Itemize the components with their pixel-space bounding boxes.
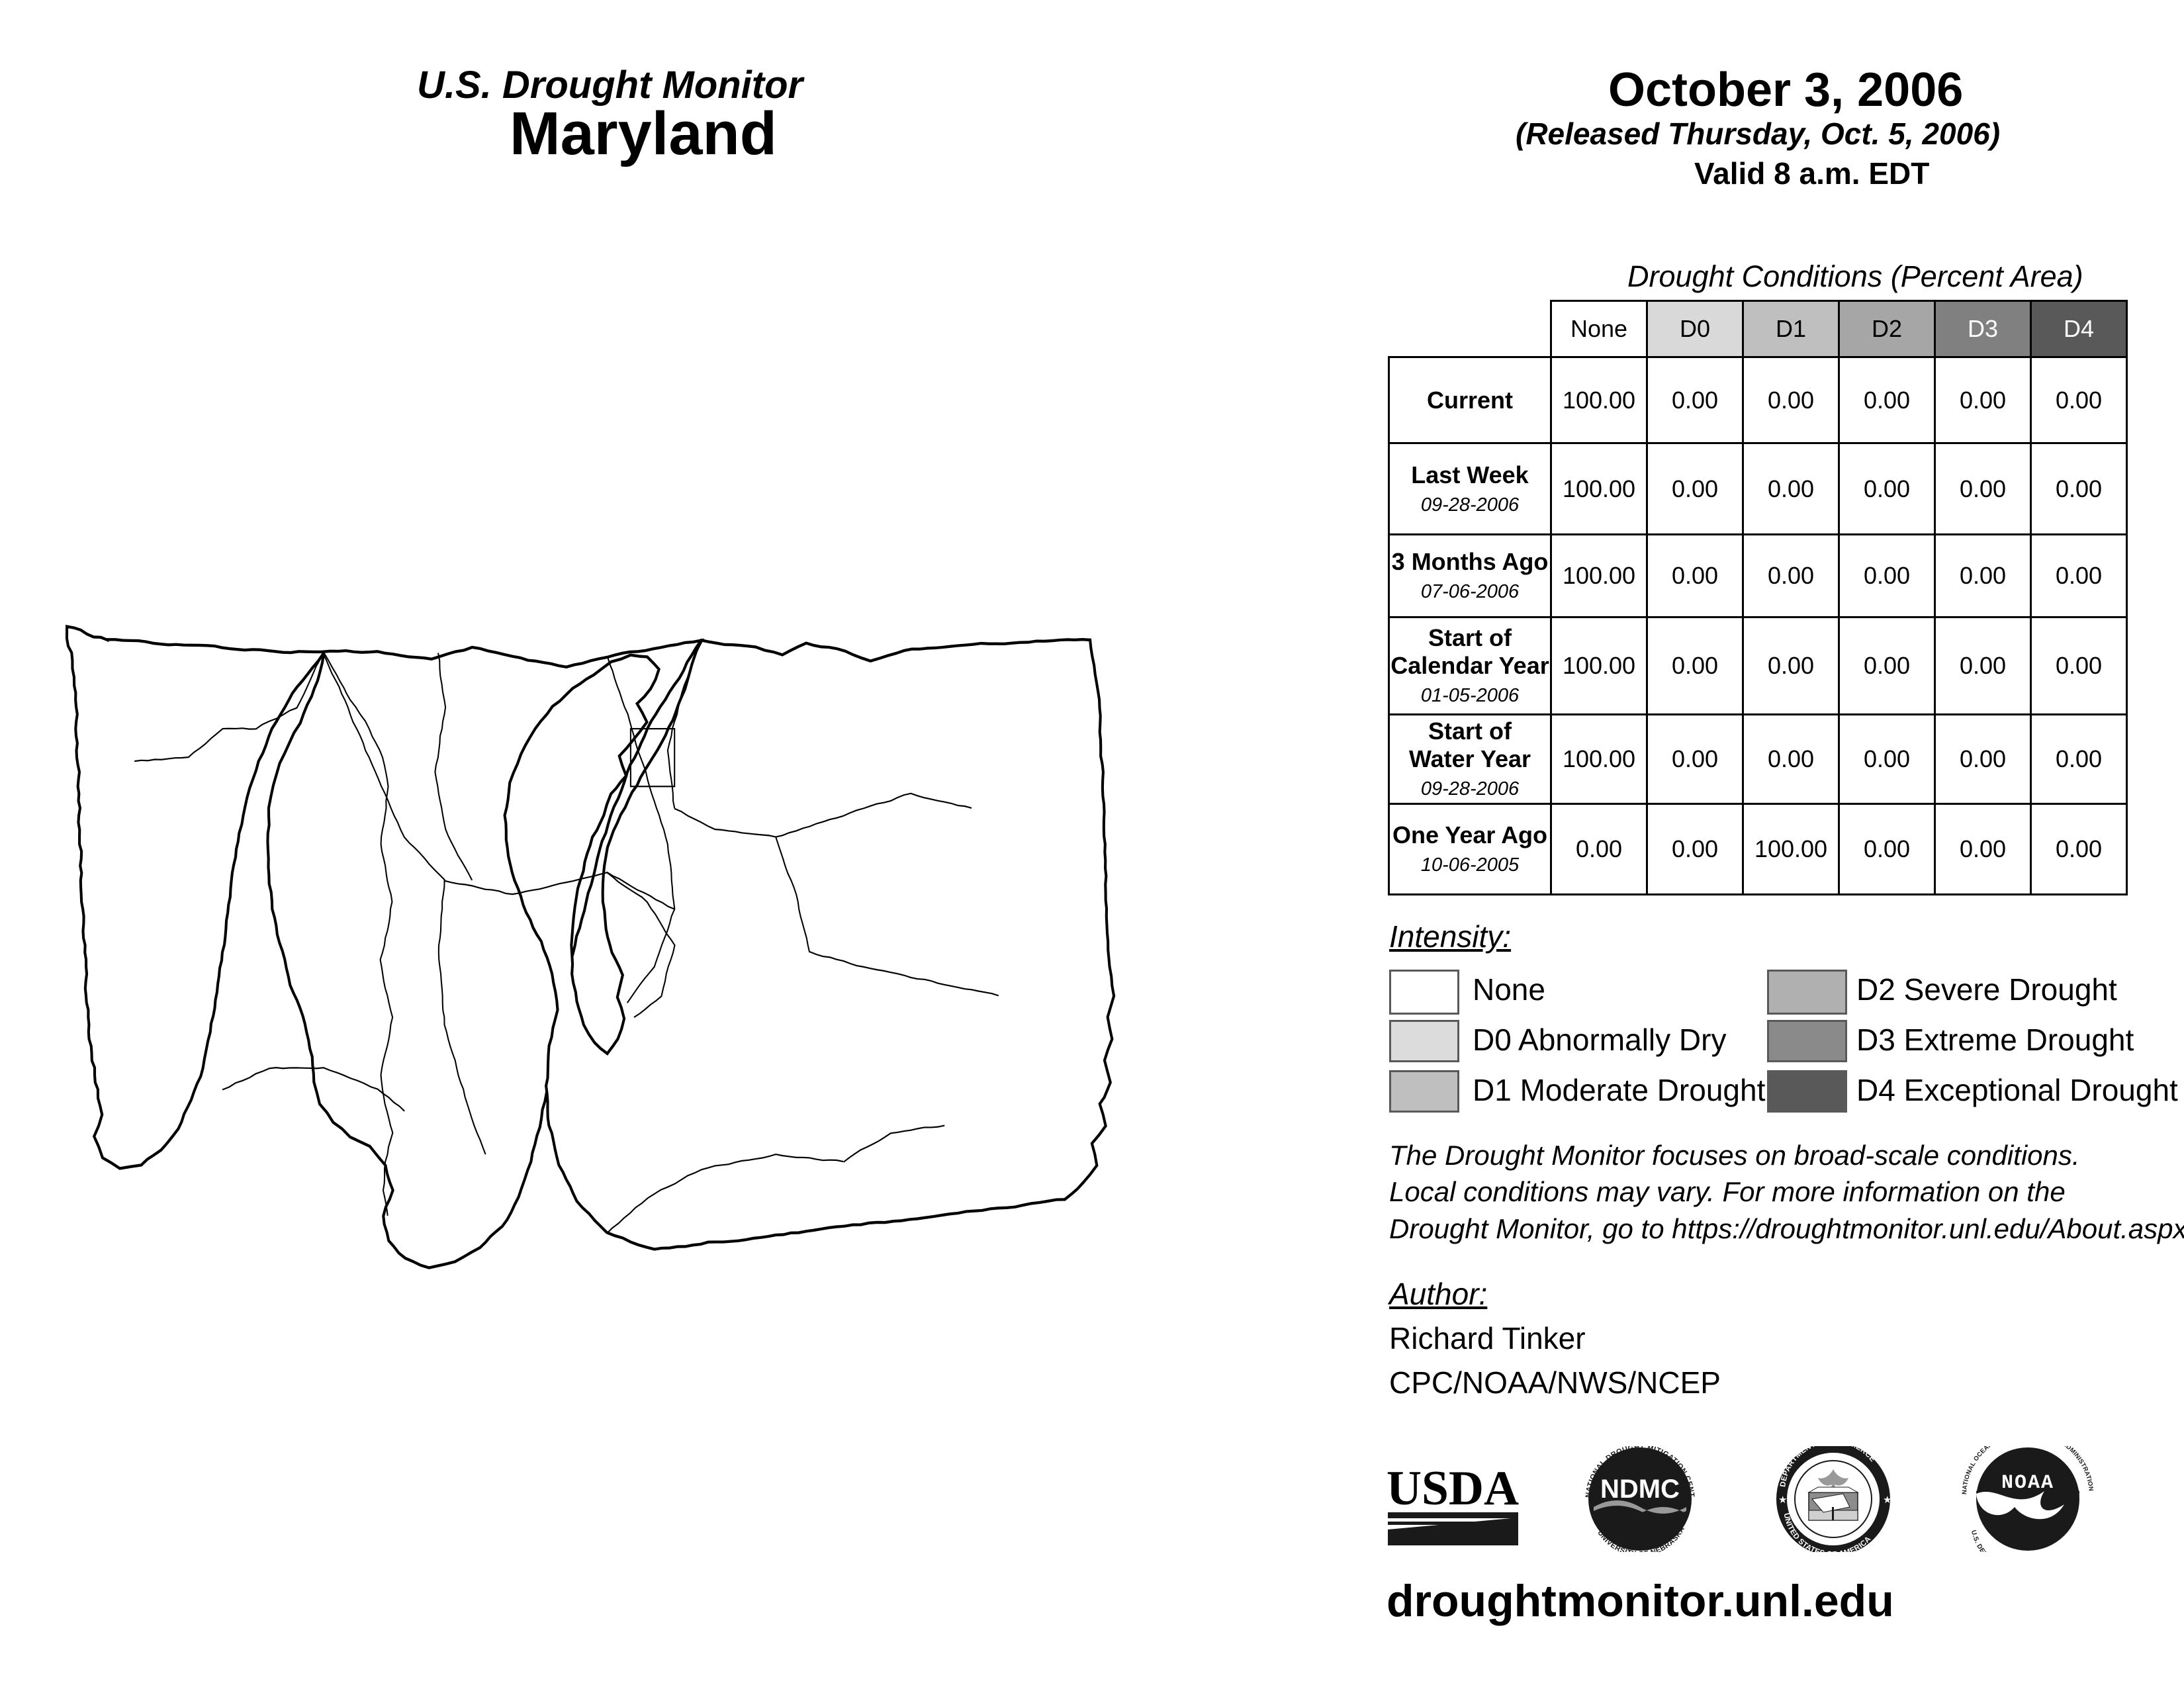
svg-text:★: ★	[1883, 1494, 1891, 1506]
svg-text:NOAA: NOAA	[2001, 1472, 2054, 1494]
svg-text:USDA: USDA	[1387, 1461, 1519, 1516]
svg-text:NDMC: NDMC	[1600, 1475, 1680, 1504]
svg-text:★: ★	[1778, 1494, 1787, 1506]
